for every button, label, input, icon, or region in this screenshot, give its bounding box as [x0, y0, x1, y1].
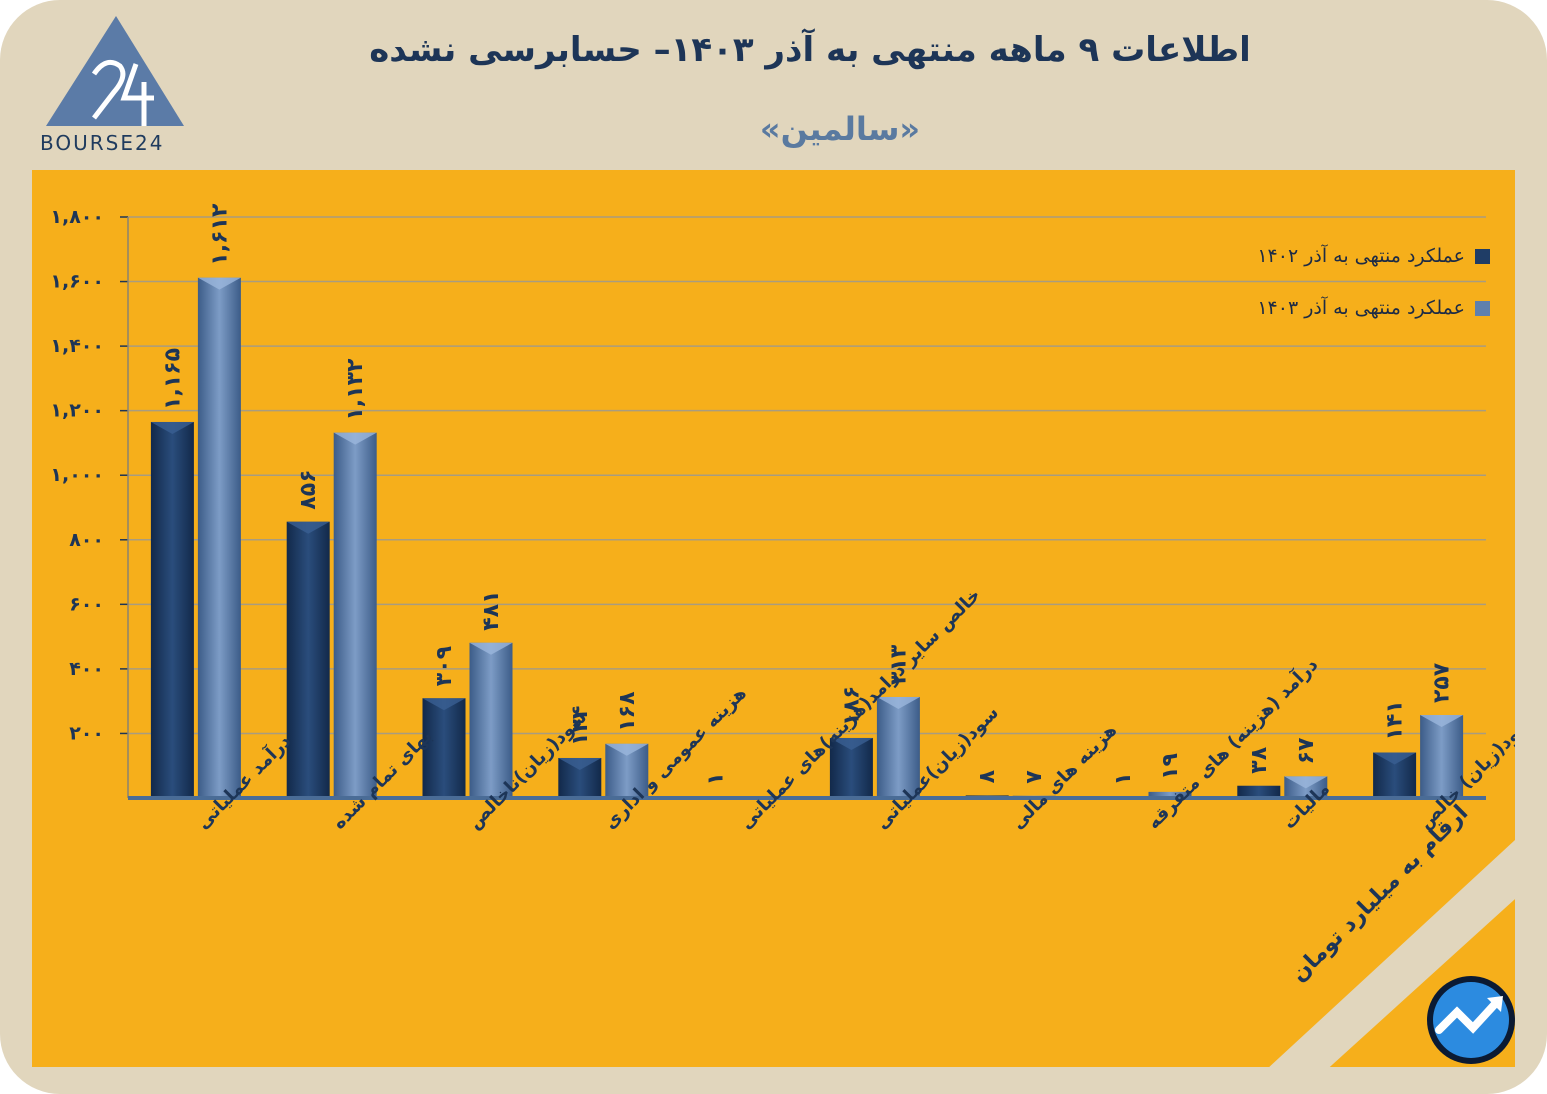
bar-bevel — [197, 277, 241, 290]
trend-arrow-icon — [1425, 974, 1517, 1066]
data-label: ۲۵۷ — [1430, 662, 1455, 703]
data-label: ۱ — [704, 772, 729, 785]
bar-1402 — [150, 421, 194, 798]
data-label: ۳۰۹ — [432, 646, 457, 686]
data-label: ۸ — [975, 769, 1000, 783]
y-tick-label: ۱,۲۰۰ — [50, 400, 104, 422]
data-label: ۱۴۱ — [1383, 700, 1408, 740]
logo-text: BOURSE24 — [40, 131, 165, 155]
y-tick-label: ۱,۰۰۰ — [50, 464, 104, 486]
data-label: ۳۱۳ — [886, 644, 911, 685]
corner-stripe — [1240, 840, 1547, 1094]
y-tick-label: ۱,۸۰۰ — [50, 206, 104, 228]
y-tick-label: ۱,۶۰۰ — [50, 271, 104, 293]
bar-1403 — [1148, 791, 1192, 798]
bar-bevel — [605, 743, 649, 756]
data-label: ۷ — [1022, 770, 1047, 784]
legend-label-1402: عملکرد منتهی به آذر ۱۴۰۲ — [1257, 245, 1465, 267]
bar-bevel — [422, 698, 466, 711]
bar-1402 — [422, 698, 466, 798]
bar-1403 — [469, 642, 513, 798]
bar-1402 — [286, 521, 330, 798]
bar-1403 — [197, 277, 241, 798]
bar-bevel — [1420, 715, 1464, 728]
legend-item-1403: عملکرد منتهی به آذر ۱۴۰۳ — [1160, 294, 1490, 322]
y-tick-label: ۴۰۰ — [69, 658, 104, 680]
bar-bevel — [558, 757, 602, 770]
bar-1403 — [333, 432, 377, 798]
bar-1403 — [1420, 715, 1464, 798]
bar-bevel — [333, 432, 377, 445]
data-label: ۱ — [1111, 772, 1136, 785]
page-subtitle: «سالمین» — [759, 110, 921, 148]
bar-bevel — [1284, 776, 1328, 789]
chart-panel: ۲۰۰ ۴۰۰ ۶۰۰ ۸۰۰ ۱,۰۰۰ ۱,۲۰۰ ۱,۴۰۰ ۱,۶۰۰ ۱,۸۰۰ ۱,… — [32, 170, 1515, 1067]
bourse24-logo-icon — [36, 14, 196, 159]
legend-swatch-1402 — [1475, 248, 1490, 264]
y-tick-label: ۲۰۰ — [69, 722, 104, 744]
data-label: ۱,۶۱۲ — [207, 203, 232, 266]
legend-swatch-1403 — [1475, 300, 1490, 316]
bar-bevel — [829, 737, 873, 750]
bar-bevel — [150, 421, 194, 434]
bar-1403 — [876, 696, 920, 798]
legend-label-1403: عملکرد منتهی به آذر ۱۴۰۳ — [1257, 297, 1465, 319]
y-tick-label: ۱,۴۰۰ — [50, 335, 104, 357]
data-label: ۱,۱۳۲ — [343, 358, 368, 421]
data-label: ۱,۱۶۵ — [160, 348, 185, 410]
bar-bevel — [1373, 752, 1417, 765]
data-label: ۶۷ — [1294, 737, 1319, 764]
y-tick-label: ۶۰۰ — [69, 593, 104, 615]
data-label: ۴۸۱ — [479, 590, 504, 630]
bar-bevel — [286, 521, 330, 534]
bar-bevel — [469, 642, 513, 655]
bar-bevel — [876, 696, 920, 709]
bar-1402 — [1237, 785, 1281, 798]
data-label: ۱۸۶ — [839, 686, 864, 726]
data-label: ۸۵۶ — [296, 469, 321, 509]
bar-chart: ۲۰۰ ۴۰۰ ۶۰۰ ۸۰۰ ۱,۰۰۰ ۱,۲۰۰ ۱,۴۰۰ ۱,۶۰۰ ۱,۸۰۰ ۱,… — [50, 203, 1515, 833]
y-tick-label: ۸۰۰ — [69, 529, 104, 551]
data-label: ۳۸ — [1247, 746, 1272, 773]
page-title: اطلاعات ۹ ماهه منتهی به آذر ۱۴۰۳– حسابرس… — [369, 30, 1251, 70]
data-label: ۱۲۴ — [568, 706, 593, 746]
legend-item-1402: عملکرد منتهی به آذر ۱۴۰۲ — [1160, 242, 1490, 270]
data-label: ۱۹ — [1158, 753, 1183, 780]
chart-legend: عملکرد منتهی به آذر ۱۴۰۲ عملکرد منتهی به… — [1160, 242, 1490, 346]
data-label: ۱۶۸ — [615, 691, 640, 732]
